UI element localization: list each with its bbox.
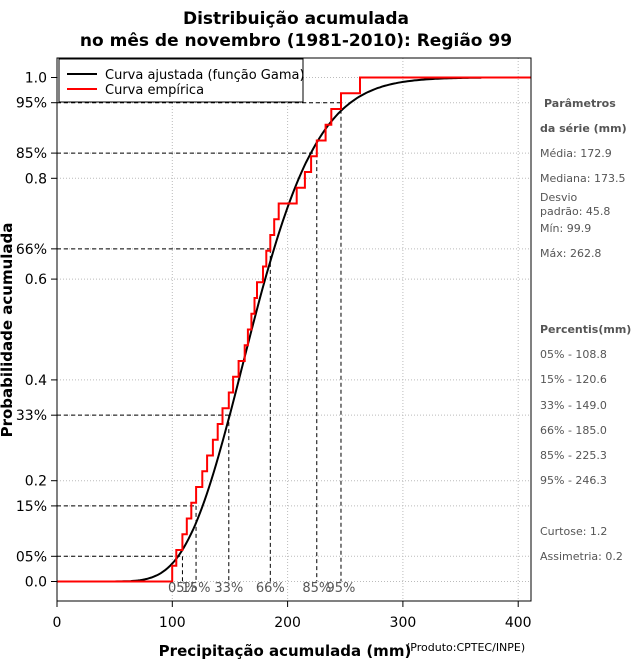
stat-mediana: Mediana: 173.5 — [540, 172, 625, 185]
stat-media: Média: 172.9 — [540, 147, 612, 160]
pct-y-tick-label-33%: 33% — [16, 408, 47, 424]
stat-desvio-1: Desvio — [540, 191, 578, 204]
pct-33: 33% - 149.0 — [540, 399, 607, 412]
x-tick-label-100: 100 — [159, 615, 186, 631]
pct-x-label-66%: 66% — [256, 581, 285, 596]
x-tick-label-400: 400 — [505, 615, 532, 631]
x-axis-label: Precipitação acumulada (mm) — [159, 642, 412, 660]
curves-layer — [57, 76, 531, 583]
credit-label: (Produto:CPTEC/INPE) — [406, 641, 525, 654]
stat-desvio-2: padrão: 45.8 — [540, 205, 610, 218]
y-tick-label-0.6: 0.6 — [25, 272, 47, 288]
pct-x-label-33%: 33% — [214, 581, 243, 596]
pct-66: 66% - 185.0 — [540, 424, 607, 437]
pct-x-label-05%: 05% — [168, 581, 197, 596]
pct-85: 85% - 225.3 — [540, 449, 607, 462]
params-title-2: da série (mm) — [540, 122, 627, 135]
percentile-labels: 05%15% 33% 66% 85%95% — [168, 581, 355, 596]
stat-min: Mín: 99.9 — [540, 222, 591, 235]
y-tick-label-0.2: 0.2 — [25, 474, 47, 490]
pct-x-label-95%: 95% — [327, 581, 356, 596]
legend-fit-label: Curva ajustada (função Gama) — [105, 68, 305, 83]
legend-box — [58, 58, 304, 103]
x-tick-label-0: 0 — [53, 615, 62, 631]
grid-layer — [56, 58, 531, 601]
pct-y-tick-label-05%: 05% — [16, 549, 47, 565]
y-tick-label-0: 0.0 — [25, 575, 47, 591]
x-tick-label-300: 300 — [390, 615, 417, 631]
y-tick-label-1: 1.0 — [25, 71, 47, 87]
params-title-1: Parâmetros — [544, 97, 616, 110]
pct-y-tick-label-66%: 66% — [16, 242, 47, 258]
pct-x-label-15%: 15% — [182, 581, 211, 596]
plot-frame — [56, 57, 532, 602]
pct-x-label-85%: 85% — [302, 581, 331, 596]
pct-y-tick-label-15%: 15% — [16, 499, 47, 515]
chart-title-line1: Distribuição acumulada — [183, 9, 409, 29]
axis-ticks: 0 100 200 300 4000.00.20.40.60.81.005%15%33%… — [16, 71, 532, 632]
legend: Curva ajustada (função Gama) Curva empír… — [58, 58, 305, 103]
x-tick-label-200: 200 — [274, 615, 301, 631]
y-tick-label-0.4: 0.4 — [25, 373, 47, 389]
chart-title-line2: no mês de novembro (1981-2010): Região 9… — [80, 31, 512, 51]
stats-panel: Parâmetros da série (mm) Média: 172.9 Me… — [540, 97, 631, 563]
stat-max: Máx: 262.8 — [540, 247, 601, 260]
pct-05: 05% - 108.8 — [540, 348, 607, 361]
pct-y-tick-label-95%: 95% — [16, 96, 47, 112]
stat-curtose: Curtose: 1.2 — [540, 525, 607, 538]
legend-empirical-label: Curva empírica — [105, 83, 204, 98]
stat-assimetria: Assimetria: 0.2 — [540, 550, 623, 563]
empirical-step-curve — [57, 76, 531, 583]
pct-y-tick-label-85%: 85% — [16, 146, 47, 162]
percentis-title: Percentis(mm) — [540, 323, 631, 336]
y-tick-label-0.8: 0.8 — [25, 171, 47, 187]
percentile-guides — [57, 102, 342, 582]
pct-95: 95% - 246.3 — [540, 474, 607, 487]
pct-15: 15% - 120.6 — [540, 373, 607, 386]
y-axis-label: Probabilidade acumulada — [0, 223, 16, 438]
